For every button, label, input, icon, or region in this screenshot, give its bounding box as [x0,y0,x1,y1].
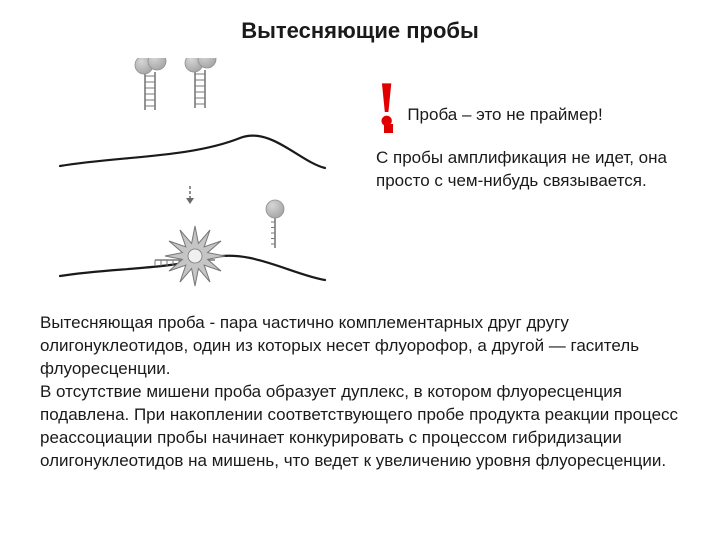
body-paragraph: Вытесняющая проба - пара частично компле… [40,312,680,473]
right-column: ! Проба – это не праймер! С пробы амплиф… [340,58,680,193]
warning-text: Проба – это не праймер! [407,105,602,129]
warning-row: ! Проба – это не праймер! [376,78,680,129]
sub-text: С пробы амплификация не идет, она просто… [376,147,680,193]
upper-row: ! Проба – это не праймер! С пробы амплиф… [40,58,680,288]
exclamation-icon: ! [376,78,397,129]
probe-diagram [40,58,340,288]
page-title: Вытесняющие пробы [40,18,680,44]
exclamation-dot [384,124,393,133]
